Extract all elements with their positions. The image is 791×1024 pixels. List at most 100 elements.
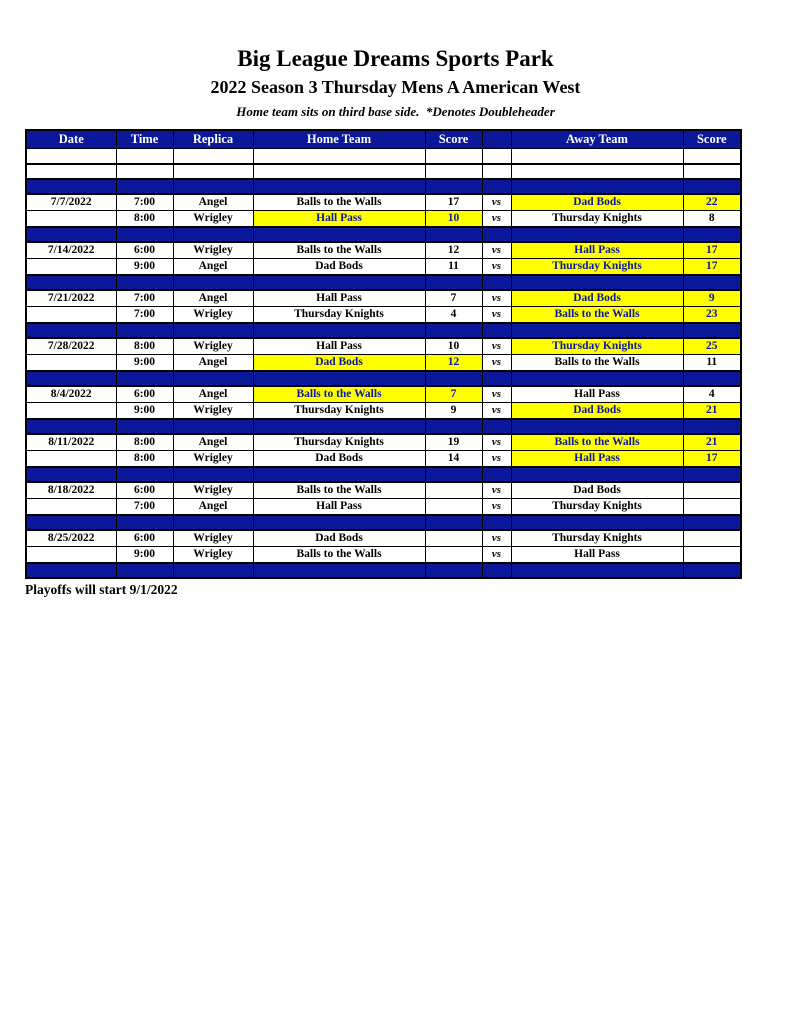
separator-cell [510,465,684,483]
home-score-cell: 12 [424,241,483,259]
separator-cell [25,369,117,387]
separator-cell [424,417,483,435]
separator-cell [510,369,684,387]
vs-cell: vs [481,289,512,307]
away-team-cell: Thursday Knights [510,209,684,228]
game-row: 8/4/2022 6:00 Angel Balls to the Walls 7 vs Ha… [25,385,742,403]
playoffs-note: Playoffs will start 9/1/2022 [25,581,178,597]
date-cell: 8/11/2022 [25,433,117,451]
away-team-cell: Dad Bods [510,401,684,420]
replica-cell: Wrigley [172,337,254,355]
separator-cell [172,465,254,483]
time-cell: 7:00 [115,193,174,211]
separator-cell [481,513,512,531]
separator-cell [252,417,426,435]
separator-cell [115,513,174,531]
empty-cell [424,148,483,165]
separator-cell [252,465,426,483]
separator-row [25,417,742,435]
league-subtitle: 2022 Season 3 Thursday Mens A American W… [210,77,581,98]
empty-cell [682,162,742,180]
away-score-cell [682,481,742,499]
separator-cell [481,417,512,435]
home-team-cell: Balls to the Walls [252,241,426,259]
game-row: 8/11/2022 8:00 Angel Thursday Knights 19 vs Ba… [25,433,742,451]
home-team-cell: Balls to the Walls [252,545,426,564]
game-row: 8:00 Wrigley Dad Bods 14 vs Hall Pass 17 [25,449,742,468]
home-score-cell: 9 [424,401,483,420]
separator-cell [115,465,174,483]
time-cell: 8:00 [115,449,174,468]
home-score-cell [424,529,483,547]
separator-cell [510,273,684,291]
home-score-cell: 12 [424,353,483,372]
game-row: 8/18/2022 6:00 Wrigley Balls to the Walls vs… [25,481,742,499]
separator-cell [172,513,254,531]
separator-cell [115,273,174,291]
time-cell: 9:00 [115,353,174,372]
game-row: 9:00 Wrigley Balls to the Walls vs Hall Pass [25,545,742,564]
home-score-cell [424,481,483,499]
empty-cell [510,162,684,180]
game-row: 7/7/2022 7:00 Angel Balls to the Walls 17 vs D… [25,193,742,211]
game-row: 7/21/2022 7:00 Angel Hall Pass 7 vs Dad Bods 9 [25,289,742,307]
separator-cell [424,561,483,579]
away-score-cell: 11 [682,353,742,372]
replica-cell: Wrigley [172,449,254,468]
separator-cell [115,225,174,243]
vs-cell: vs [481,305,512,324]
home-score-cell [424,545,483,564]
away-team-cell: Balls to the Walls [510,433,684,451]
separator-cell [172,561,254,579]
vs-cell: vs [481,497,512,516]
home-score-cell: 10 [424,209,483,228]
replica-cell: Angel [172,497,254,516]
separator-cell [682,321,742,339]
away-team-cell: Thursday Knights [510,529,684,547]
separator-cell [172,417,254,435]
away-score-cell: 25 [682,337,742,355]
vs-column-header [481,129,512,150]
vs-cell: vs [481,401,512,420]
date-column-header: Date [25,129,117,150]
separator-cell [510,321,684,339]
separator-cell [682,225,742,243]
empty-cell [481,162,512,180]
separator-row [25,561,742,579]
separator-row [25,465,742,483]
away-score-cell: 22 [682,193,742,211]
separator-cell [252,225,426,243]
away-score-cell: 9 [682,289,742,307]
time-cell: 8:00 [115,433,174,451]
separator-cell [510,513,684,531]
date-cell [25,449,117,468]
separator-cell [481,321,512,339]
away-team-cell: Thursday Knights [510,337,684,355]
separator-cell [115,177,174,195]
separator-cell [25,273,117,291]
separator-cell [252,177,426,195]
separator-cell [25,177,117,195]
replica-column-header: Replica [172,129,254,150]
blank-row [25,162,742,180]
away-score-cell: 23 [682,305,742,324]
empty-cell [172,162,254,180]
home-score-cell: 7 [424,385,483,403]
vs-cell: vs [481,433,512,451]
date-cell [25,401,117,420]
home-score-cell: 4 [424,305,483,324]
home-team-cell: Thursday Knights [252,401,426,420]
home-score-cell: 14 [424,449,483,468]
date-cell [25,545,117,564]
separator-cell [115,369,174,387]
schedule-table: Date Time Replica Home Team Score Away Team Sc… [25,129,742,579]
separator-cell [481,225,512,243]
home-score-column-header: Score [424,129,483,150]
separator-cell [682,513,742,531]
vs-cell: vs [481,481,512,499]
time-cell: 6:00 [115,385,174,403]
time-cell: 6:00 [115,481,174,499]
separator-cell [424,321,483,339]
home-team-cell: Dad Bods [252,353,426,372]
home-team-cell: Thursday Knights [252,305,426,324]
